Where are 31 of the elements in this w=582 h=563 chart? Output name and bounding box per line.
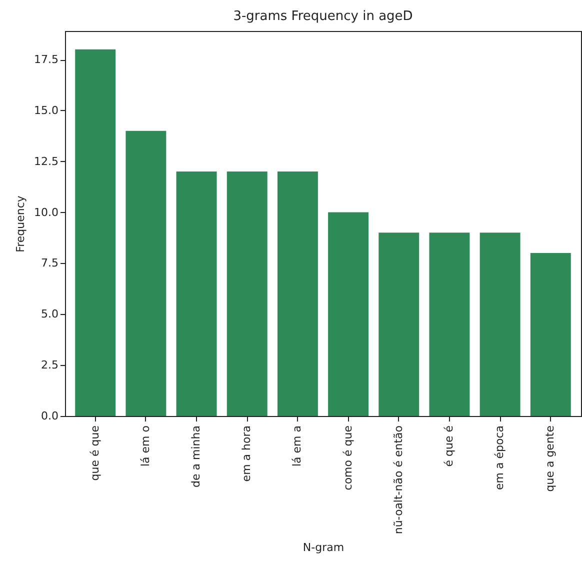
x-tick-label: que a gente (544, 425, 557, 492)
bar (480, 232, 520, 416)
bar (126, 130, 166, 416)
x-tick-label: que é que (88, 425, 102, 481)
x-tick-label: em a hora (240, 426, 254, 482)
bar (530, 253, 571, 416)
x-tick-label: de a minha (190, 426, 203, 488)
bar (328, 212, 369, 416)
x-axis-title: N-gram (302, 541, 344, 554)
y-axis-title: Frequency (14, 195, 28, 252)
y-tick-label: 7.5 (41, 256, 58, 270)
y-tick-label: 5.0 (41, 308, 58, 321)
y-tick-label: 0.0 (41, 410, 58, 422)
bar (378, 232, 420, 416)
y-tick-label: 17.5 (34, 53, 58, 66)
x-tick-label: é que é (442, 425, 456, 467)
y-tick-label: 2.5 (41, 358, 58, 372)
bar (429, 232, 470, 416)
bar (226, 172, 268, 416)
y-tick-label: 10.0 (34, 206, 58, 219)
bar (75, 49, 116, 416)
x-tick-label: lá em a (290, 426, 304, 467)
y-tick-label: 15.0 (34, 104, 58, 117)
x-tick-label: lá em o (138, 425, 152, 467)
x-tick-label: nũ-oalt-não é então (392, 425, 405, 534)
bar (277, 172, 318, 416)
bar (176, 172, 217, 416)
y-tick-label: 12.5 (34, 154, 58, 168)
x-tick-label: em a época (493, 426, 506, 490)
x-tick-label: como é que (341, 425, 354, 490)
chart-title: 3-grams Frequency in ageD (233, 9, 413, 24)
